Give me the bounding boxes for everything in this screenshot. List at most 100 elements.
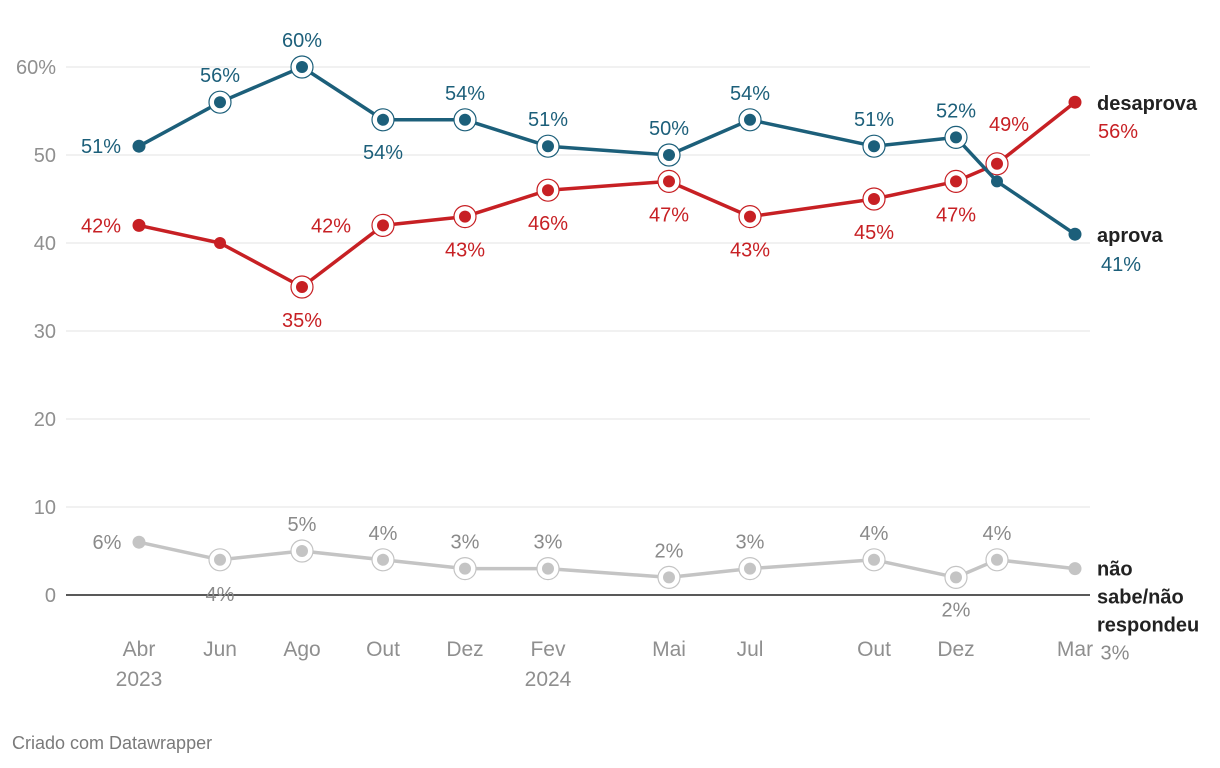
data-point: [991, 157, 1003, 170]
data-point: [868, 193, 880, 205]
data-point: [459, 210, 471, 223]
data-point: [1068, 562, 1082, 576]
data-point: [459, 113, 471, 126]
data-point: [542, 140, 554, 153]
data-point: [459, 562, 471, 575]
data-point: [868, 553, 880, 566]
data-point: [132, 139, 146, 153]
data-point: [950, 175, 962, 188]
data-label: 54%: [730, 83, 770, 105]
series-lines: [132, 55, 1082, 590]
data-label: 56%: [200, 65, 240, 87]
data-label: 4%: [860, 523, 889, 545]
data-point: [744, 562, 756, 575]
data-label: 47%: [649, 204, 689, 226]
data-label: 35%: [282, 310, 322, 332]
x-tick-month: Mar: [1057, 638, 1093, 661]
data-point: [296, 281, 308, 293]
data-point: [1068, 227, 1082, 241]
data-label: 52%: [936, 100, 976, 122]
gridlines: [66, 66, 1090, 596]
series-name-desaprova: desaprova: [1097, 93, 1198, 115]
y-tick-label: 40: [34, 233, 56, 255]
series-name-nao-sabe-line: respondeu: [1097, 615, 1199, 637]
data-point: [663, 175, 675, 188]
data-label: 3%: [451, 532, 480, 554]
data-label: 5%: [288, 514, 317, 536]
data-point: [214, 237, 226, 249]
data-label: 56%: [1098, 121, 1138, 143]
data-label: 43%: [445, 240, 485, 262]
data-point: [744, 210, 756, 223]
y-tick-label: 10: [34, 497, 56, 519]
data-labels: 51% 56% 60% 54% 54% 51% 50% 54% 51% 52% 41% 42% 35% 4…: [81, 30, 1141, 665]
data-point: [868, 140, 880, 153]
data-label: 6%: [93, 532, 122, 554]
data-point: [991, 175, 1003, 188]
y-tick-label: 20: [34, 409, 56, 431]
series-line-2: [137, 540, 1077, 580]
series-line-0: [137, 65, 1077, 236]
x-tick-year: 2023: [116, 668, 163, 691]
data-point: [377, 219, 389, 232]
series-name-aprova: aprova: [1097, 225, 1163, 247]
data-point: [296, 545, 308, 557]
x-tick-month: Out: [857, 638, 891, 661]
data-point: [132, 218, 146, 232]
x-tick-month: Dez: [446, 638, 483, 661]
data-point: [214, 96, 226, 109]
x-tick-month: Mai: [652, 638, 686, 661]
data-point: [950, 131, 962, 144]
series-end-labels: desaprova aprova não sabe/não respondeu: [1097, 93, 1199, 636]
x-tick-month: Ago: [283, 638, 320, 661]
data-point: [377, 113, 389, 126]
x-tick-year: 2024: [525, 668, 572, 691]
series-name-nao-sabe-line: não: [1097, 559, 1133, 581]
data-point: [744, 113, 756, 126]
data-label: 47%: [936, 204, 976, 226]
series-line-1: [137, 100, 1077, 289]
data-label: 3%: [1101, 643, 1130, 665]
x-tick-month: Dez: [937, 638, 974, 661]
x-tick-month: Out: [366, 638, 400, 661]
data-label: 51%: [854, 109, 894, 131]
data-label: 51%: [528, 109, 568, 131]
data-label: 4%: [369, 523, 398, 545]
data-label: 3%: [736, 532, 765, 554]
data-label: 45%: [854, 222, 894, 244]
x-tick-month: Jul: [737, 638, 764, 661]
x-axis-ticks: Abr 2023 Jun Ago Out Dez Fev 2024 Mai Jul Out Dez Ma…: [116, 638, 1093, 691]
data-label: 43%: [730, 240, 770, 262]
data-label: 2%: [942, 599, 971, 621]
data-label: 4%: [983, 523, 1012, 545]
data-point: [991, 553, 1003, 566]
data-label: 49%: [989, 114, 1029, 136]
y-tick-label: 0: [45, 585, 56, 607]
x-tick-month: Abr: [123, 638, 156, 661]
series-name-nao-sabe-line: sabe/não: [1097, 587, 1184, 609]
credit-text: Criado com Datawrapper: [12, 733, 213, 753]
data-label: 50%: [649, 118, 689, 140]
data-point: [132, 535, 146, 549]
data-label: 42%: [81, 215, 121, 237]
data-label: 51%: [81, 136, 121, 158]
data-label: 3%: [534, 532, 563, 554]
data-label: 42%: [311, 215, 351, 237]
data-label: 54%: [445, 83, 485, 105]
data-point: [663, 149, 675, 161]
data-label: 41%: [1101, 254, 1141, 276]
data-label: 60%: [282, 30, 322, 52]
y-tick-label: 50: [34, 145, 56, 167]
data-label: 4%: [206, 584, 235, 606]
y-axis-ticks: 60% 50 40 30 20 10 0: [16, 57, 56, 607]
data-point: [950, 571, 962, 584]
data-label: 2%: [655, 540, 684, 562]
data-point: [296, 61, 308, 73]
data-point: [542, 562, 554, 575]
data-point: [663, 571, 675, 584]
y-tick-label: 30: [34, 321, 56, 343]
data-point: [542, 184, 554, 197]
y-tick-label: 60%: [16, 57, 56, 79]
x-tick-month: Jun: [203, 638, 237, 661]
